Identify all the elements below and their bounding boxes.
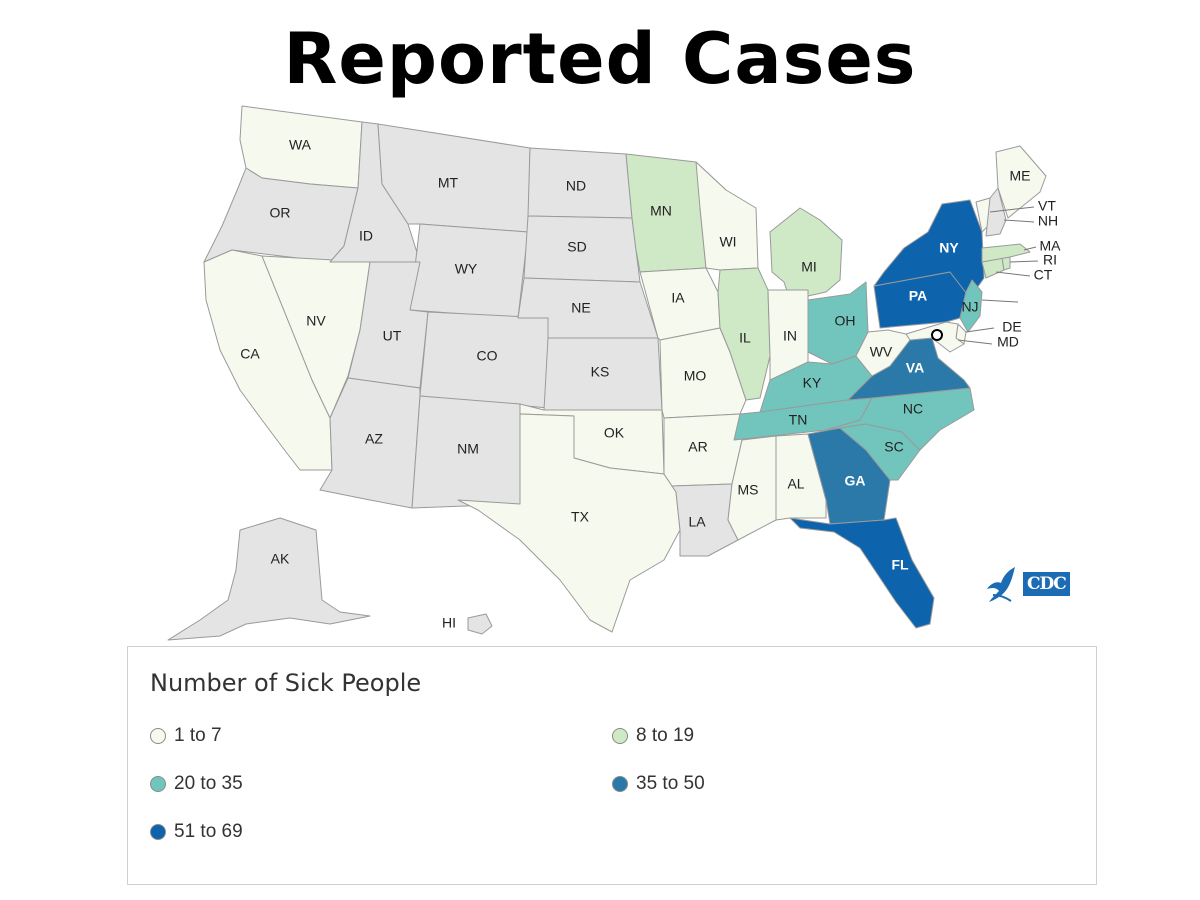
state-label-oh: OH <box>835 313 856 329</box>
state-fl[interactable] <box>789 517 935 629</box>
state-label-va: VA <box>906 360 924 376</box>
legend-label: 20 to 35 <box>174 773 243 794</box>
legend-label: 8 to 19 <box>636 725 695 746</box>
state-label-ok: OK <box>604 425 625 441</box>
state-label-wy: WY <box>455 261 478 277</box>
state-label-wi: WI <box>719 234 736 250</box>
state-label-nc: NC <box>903 401 923 417</box>
cdc-logo: CDC <box>985 565 1070 603</box>
state-label-nj: NJ <box>961 299 978 315</box>
state-label-al: AL <box>787 476 804 492</box>
state-label-ak: AK <box>271 551 290 567</box>
state-wi[interactable] <box>695 161 759 271</box>
state-label-in: IN <box>783 328 797 344</box>
state-label-ca: CA <box>240 346 260 362</box>
state-sd[interactable] <box>523 215 641 283</box>
state-tx[interactable] <box>457 413 681 633</box>
state-label-pa: PA <box>909 288 927 304</box>
state-label-ny: NY <box>939 240 959 256</box>
state-label-co: CO <box>477 348 498 364</box>
state-label-ky: KY <box>803 375 822 391</box>
state-label-sd: SD <box>567 239 586 255</box>
state-label-id: ID <box>359 228 373 244</box>
state-leader-line <box>981 299 1019 303</box>
state-leader-line <box>965 327 995 333</box>
state-label-de: DE <box>1002 319 1021 335</box>
state-label-az: AZ <box>365 431 383 447</box>
state-hi[interactable] <box>467 613 493 635</box>
legend-label: 51 to 69 <box>174 821 243 842</box>
state-label-tx: TX <box>571 509 590 525</box>
state-label-fl: FL <box>891 557 909 573</box>
legend-item-51-to-69: 51 to 69 <box>150 821 243 843</box>
legend-item-20-to-35: 20 to 35 <box>150 773 243 795</box>
state-label-nd: ND <box>566 178 586 194</box>
dc-marker <box>931 329 943 341</box>
state-leader-line <box>989 206 1035 213</box>
state-label-ks: KS <box>591 364 610 380</box>
legend-item-8-to-19: 8 to 19 <box>612 725 694 747</box>
state-label-mn: MN <box>650 203 672 219</box>
state-label-ne: NE <box>571 300 590 316</box>
state-label-la: LA <box>688 514 706 530</box>
state-ak[interactable] <box>167 517 371 641</box>
state-label-ia: IA <box>671 290 685 306</box>
state-leader-line <box>1009 260 1039 263</box>
state-label-md: MD <box>997 334 1019 350</box>
legend-swatch <box>150 824 166 840</box>
legend-swatch <box>150 728 166 744</box>
legend-label: 35 to 50 <box>636 773 705 794</box>
state-ri[interactable] <box>1001 256 1011 271</box>
state-label-nv: NV <box>306 313 326 329</box>
state-az[interactable] <box>319 377 421 509</box>
state-ma[interactable] <box>981 243 1031 263</box>
state-label-tn: TN <box>789 412 808 428</box>
state-leader-line <box>1003 219 1035 223</box>
state-label-il: IL <box>739 330 751 346</box>
state-mi[interactable] <box>769 207 843 301</box>
legend-title: Number of Sick People <box>150 669 422 697</box>
state-leader-line <box>1023 246 1037 251</box>
state-label-ut: UT <box>383 328 402 344</box>
state-label-ma: MA <box>1040 238 1062 254</box>
state-label-ga: GA <box>845 473 866 489</box>
state-nj[interactable] <box>959 279 983 333</box>
legend-swatch <box>612 728 628 744</box>
state-label-vt: VT <box>1038 198 1056 214</box>
state-label-wv: WV <box>870 344 893 360</box>
state-label-ms: MS <box>738 482 759 498</box>
state-label-mo: MO <box>684 368 707 384</box>
state-label-ar: AR <box>688 439 707 455</box>
state-leader-line <box>995 271 1031 277</box>
legend-swatch <box>612 776 628 792</box>
state-label-ct: CT <box>1034 267 1053 283</box>
state-label-ri: RI <box>1043 252 1057 268</box>
state-label-me: ME <box>1010 168 1031 184</box>
cdc-logo-text: CDC <box>1023 572 1070 596</box>
legend: Number of Sick People 1 to 7 8 to 19 20 … <box>127 646 1097 885</box>
us-choropleth-map: WA OR CA NV ID MT WY UT CO AZ NM ND SD NE KS OK TX MN IA MO… <box>167 105 1062 641</box>
state-label-or: OR <box>270 205 291 221</box>
state-me[interactable] <box>995 145 1047 219</box>
state-label-sc: SC <box>884 439 903 455</box>
state-label-nm: NM <box>457 441 479 457</box>
legend-item-35-to-50: 35 to 50 <box>612 773 705 795</box>
page-title: Reported Cases <box>283 18 917 100</box>
legend-item-1-to-7: 1 to 7 <box>150 725 222 747</box>
state-leader-line <box>957 339 993 345</box>
state-label-mi: MI <box>801 259 817 275</box>
legend-label: 1 to 7 <box>174 725 222 746</box>
legend-swatch <box>150 776 166 792</box>
state-label-mt: MT <box>438 175 459 191</box>
state-label-wa: WA <box>289 137 312 153</box>
state-nc[interactable] <box>825 387 975 451</box>
state-label-hi: HI <box>442 615 456 631</box>
state-nh[interactable] <box>985 187 1007 237</box>
state-label-nh: NH <box>1038 213 1058 229</box>
state-il[interactable] <box>717 267 771 401</box>
hhs-eagle-icon <box>987 567 1015 602</box>
